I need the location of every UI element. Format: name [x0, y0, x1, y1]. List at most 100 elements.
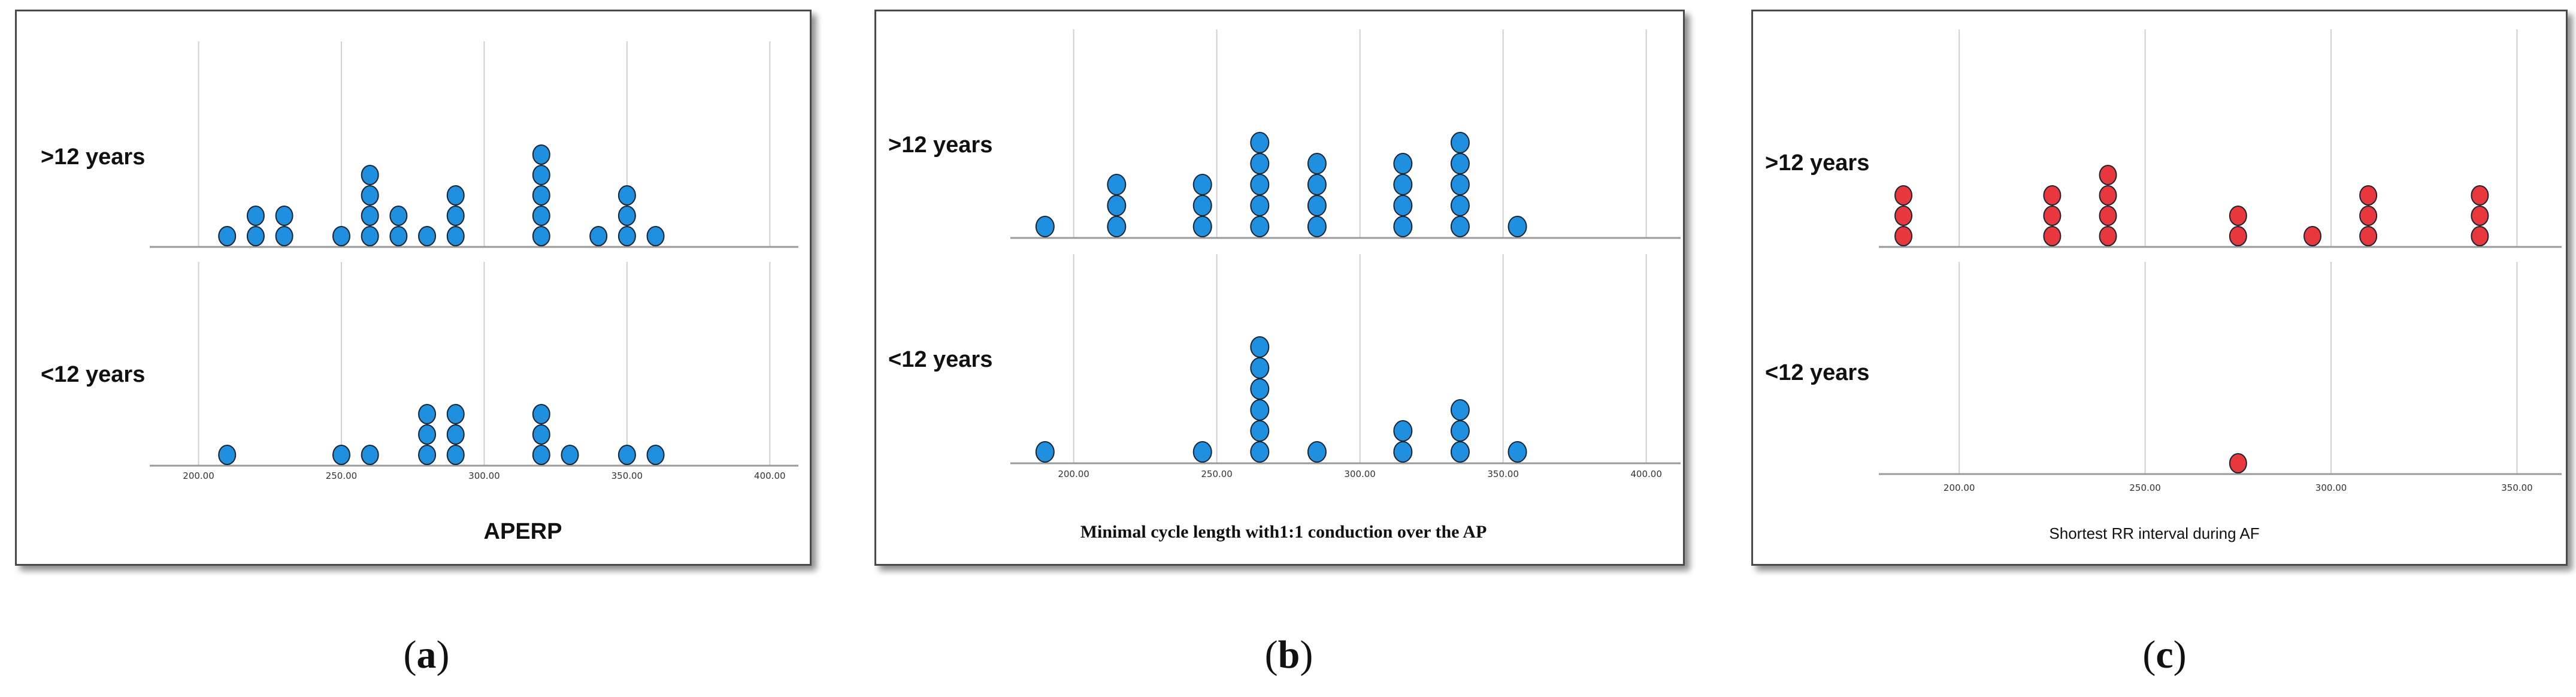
data-dot-245-1 — [1192, 216, 1212, 237]
x-tick-label-400: 400.00 — [754, 470, 786, 481]
x-tick-label-350: 350.00 — [612, 470, 643, 481]
data-dot-335-1 — [1450, 216, 1470, 237]
data-dot-290-3 — [446, 404, 465, 424]
data-dot-285-2 — [1307, 195, 1327, 216]
data-dot-315-2 — [1393, 195, 1413, 216]
data-dot-225-2 — [2043, 206, 2062, 226]
data-dot-295-1 — [2303, 226, 2322, 246]
data-dot-320-5 — [532, 144, 550, 165]
data-dot-340-1 — [589, 226, 608, 246]
x-tick-label-400: 400.00 — [1630, 469, 1662, 479]
x-axis-title: Minimal cycle length with1:1 conduction … — [1080, 522, 1487, 542]
x-tick-label-300: 300.00 — [468, 470, 500, 481]
x-axis-title: Shortest RR interval during AF — [2049, 524, 2259, 542]
data-dot-185-1 — [1894, 226, 1913, 246]
data-dot-215-1 — [1107, 216, 1127, 237]
caption-b: (b) — [1264, 633, 1313, 677]
data-dot-285-3 — [1307, 174, 1327, 195]
data-dot-260-1 — [361, 226, 379, 246]
x-tick-label-250: 250.00 — [2129, 482, 2161, 493]
data-dot-220-2 — [246, 206, 265, 226]
caption-a: (a) — [403, 633, 450, 677]
data-dot-315-3 — [1393, 174, 1413, 195]
x-tick-label-250: 250.00 — [1201, 469, 1233, 479]
data-dot-320-1 — [532, 226, 550, 246]
data-dot-315-2 — [1393, 420, 1413, 442]
data-dot-335-1 — [1450, 441, 1470, 463]
data-dot-320-4 — [532, 165, 550, 185]
data-dot-360-1 — [646, 445, 665, 465]
data-dot-275-1 — [2229, 453, 2247, 473]
data-dot-335-5 — [1450, 132, 1470, 153]
data-dot-340-1 — [2471, 226, 2489, 246]
data-dot-230-2 — [275, 206, 293, 226]
group-label-0: >12 years — [41, 144, 145, 170]
data-dot-245-3 — [1192, 174, 1212, 195]
data-dot-265-2 — [1250, 195, 1270, 216]
data-dot-320-1 — [532, 445, 550, 465]
dot-plot-aperp: >12 years <12 years 200.00 250.00 300.00 350.… — [41, 41, 798, 544]
x-tick-label-200: 200.00 — [1944, 482, 1975, 493]
data-dot-260-2 — [361, 206, 379, 226]
dot-plot-minimal-cycle-length: >12 years <12 years 200.00 250.00 300.00 350.… — [888, 29, 1681, 542]
data-dot-315-1 — [1393, 441, 1413, 463]
data-dot-265-1 — [1250, 216, 1270, 237]
data-dot-335-3 — [1450, 174, 1470, 195]
data-dot-315-4 — [1393, 153, 1413, 174]
data-dot-265-1 — [1250, 441, 1270, 463]
data-dot-230-1 — [275, 226, 293, 246]
data-dot-250-1 — [332, 226, 350, 246]
data-dot-320-3 — [532, 185, 550, 206]
data-dot-240-1 — [2099, 226, 2117, 246]
data-dot-220-1 — [246, 226, 265, 246]
data-dot-285-1 — [1307, 441, 1327, 463]
data-dot-290-1 — [446, 226, 465, 246]
data-dot-245-1 — [1192, 441, 1212, 463]
data-dot-265-5 — [1250, 132, 1270, 153]
data-dot-260-3 — [361, 185, 379, 206]
data-dot-280-2 — [418, 424, 437, 445]
x-tick-label-250: 250.00 — [326, 470, 358, 481]
data-dot-275-1 — [2229, 226, 2247, 246]
data-dot-265-5 — [1250, 357, 1270, 379]
data-dot-290-2 — [446, 206, 465, 226]
data-dot-340-3 — [2471, 185, 2489, 206]
data-dot-240-4 — [2099, 165, 2117, 185]
data-dot-185-3 — [1894, 185, 1913, 206]
caption-c: (c) — [2142, 633, 2187, 677]
data-dot-335-2 — [1450, 420, 1470, 442]
data-dot-265-4 — [1250, 378, 1270, 400]
panel-shortest-rr: >12 years <12 years 200.00 250.00 300.00 350.… — [1751, 10, 2568, 566]
data-dot-310-3 — [2359, 185, 2378, 206]
data-dot-265-2 — [1250, 420, 1270, 442]
x-tick-label-300: 300.00 — [2315, 482, 2347, 493]
data-dot-190-1 — [1035, 441, 1055, 463]
data-dot-350-2 — [617, 206, 636, 226]
data-dot-265-6 — [1250, 336, 1270, 358]
data-dot-360-1 — [646, 226, 665, 246]
data-dot-215-3 — [1107, 174, 1127, 195]
x-tick-label-300: 300.00 — [1344, 469, 1376, 479]
x-axis-title: APERP — [484, 519, 562, 544]
data-dot-310-2 — [2359, 206, 2378, 226]
data-dot-185-2 — [1894, 206, 1913, 226]
x-tick-label-350: 350.00 — [2501, 482, 2533, 493]
data-dot-280-1 — [418, 226, 437, 246]
group-label-1: <12 years — [41, 362, 145, 387]
data-dot-210-1 — [218, 445, 237, 465]
data-dot-310-1 — [2359, 226, 2378, 246]
data-dot-350-3 — [617, 185, 636, 206]
data-dot-315-1 — [1393, 216, 1413, 237]
panel-aperp: >12 years <12 years 200.00 250.00 300.00 350.… — [15, 10, 812, 566]
data-dot-320-2 — [532, 424, 550, 445]
x-tick-label-350: 350.00 — [1487, 469, 1519, 479]
group-label-1: <12 years — [1765, 360, 1869, 385]
group-label-0: >12 years — [1765, 150, 1869, 176]
x-tick-label-200: 200.00 — [183, 470, 214, 481]
data-dot-320-2 — [532, 206, 550, 226]
data-dot-335-3 — [1450, 399, 1470, 421]
data-dot-225-1 — [2043, 226, 2062, 246]
dot-plot-shortest-rr: >12 years <12 years 200.00 250.00 300.00 350.… — [1765, 29, 2562, 542]
data-dot-320-3 — [532, 404, 550, 424]
data-dot-240-2 — [2099, 206, 2117, 226]
